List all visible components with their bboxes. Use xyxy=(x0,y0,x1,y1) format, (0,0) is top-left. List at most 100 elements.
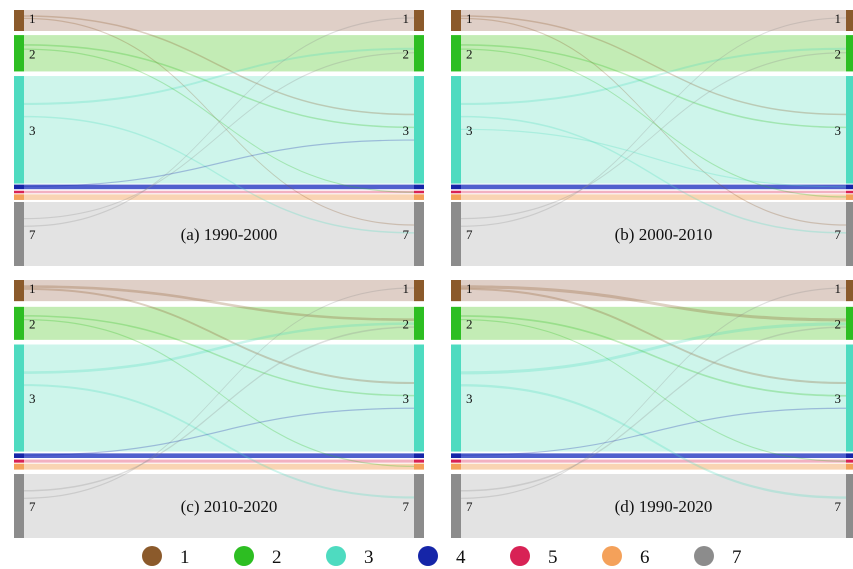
flow-band-7 xyxy=(461,202,846,266)
sankey-panel-1: 1 1 2 2 3 3 7 7 (a) 1990-2000 xyxy=(14,10,424,266)
flow-2-to-5 xyxy=(24,48,414,193)
flow-band-7 xyxy=(24,474,414,538)
node-left-5 xyxy=(451,190,461,194)
node-label-right-3: 3 xyxy=(835,123,842,138)
flow-7-to-2 xyxy=(461,52,846,220)
flow-3-to-7 xyxy=(461,384,846,499)
node-right-3 xyxy=(414,76,424,184)
flow-band-2 xyxy=(461,35,846,72)
sankey-panel-2: 1 1 2 2 3 3 7 7 (b) 2000-2010 xyxy=(451,10,853,266)
flow-band-4 xyxy=(24,453,414,459)
flow-band-3 xyxy=(24,76,414,184)
node-label-right-7: 7 xyxy=(835,499,842,514)
flow-band-5 xyxy=(461,190,846,194)
node-right-7 xyxy=(414,474,424,538)
legend-swatch-1 xyxy=(142,546,162,566)
node-label-right-2: 2 xyxy=(403,46,410,61)
node-left-1 xyxy=(451,280,461,302)
panel-caption: (b) 2000-2010 xyxy=(615,225,713,244)
node-left-3 xyxy=(14,344,24,452)
flow-2-to-3 xyxy=(24,44,414,129)
flow-band-6 xyxy=(461,194,846,200)
legend-swatch-2 xyxy=(234,546,254,566)
node-right-7 xyxy=(846,474,853,538)
node-label-left-1: 1 xyxy=(466,11,473,26)
node-right-4 xyxy=(846,453,853,459)
node-label-left-3: 3 xyxy=(466,123,473,138)
legend-label-6: 6 xyxy=(640,547,650,568)
flow-3-to-4 xyxy=(461,128,846,188)
node-label-left-7: 7 xyxy=(29,227,36,242)
flow-7-to-1 xyxy=(461,287,846,499)
node-label-left-2: 2 xyxy=(466,46,473,61)
flow-band-1 xyxy=(461,280,846,302)
node-left-7 xyxy=(451,202,461,266)
node-left-4 xyxy=(451,453,461,459)
node-label-left-3: 3 xyxy=(29,123,36,138)
node-right-5 xyxy=(414,459,424,463)
node-left-1 xyxy=(451,10,461,31)
node-right-6 xyxy=(846,194,853,200)
flow-band-4 xyxy=(461,453,846,459)
flow-7-to-1 xyxy=(24,287,414,499)
legend-label-7: 7 xyxy=(732,547,742,568)
node-right-1 xyxy=(414,280,424,302)
node-left-4 xyxy=(14,184,24,190)
node-right-2 xyxy=(846,35,853,72)
node-right-7 xyxy=(846,202,853,266)
node-label-right-2: 2 xyxy=(835,316,842,331)
node-label-left-2: 2 xyxy=(466,316,473,331)
node-right-5 xyxy=(414,190,424,194)
node-left-4 xyxy=(451,184,461,190)
legend-label-4: 4 xyxy=(456,547,466,568)
flow-band-2 xyxy=(461,306,846,340)
flow-3-to-7 xyxy=(24,384,414,499)
node-label-left-7: 7 xyxy=(29,499,36,514)
flow-band-6 xyxy=(24,194,414,200)
node-left-3 xyxy=(451,344,461,452)
flow-band-1 xyxy=(461,10,846,31)
node-label-right-1: 1 xyxy=(403,281,410,296)
flow-3-to-2 xyxy=(24,322,414,374)
node-right-4 xyxy=(414,184,424,190)
node-left-1 xyxy=(14,10,24,31)
node-right-1 xyxy=(846,280,853,302)
node-label-right-7: 7 xyxy=(403,499,410,514)
node-left-6 xyxy=(451,194,461,200)
flow-1-to-2 xyxy=(24,285,414,321)
flow-band-1 xyxy=(24,280,414,302)
node-right-4 xyxy=(846,184,853,190)
flow-band-6 xyxy=(461,463,846,470)
node-label-right-2: 2 xyxy=(835,46,842,61)
flow-1-to-2 xyxy=(461,285,846,322)
node-right-6 xyxy=(846,463,853,470)
sankey-panel-4: 1 1 2 2 3 3 7 7 (d) 1990-2020 xyxy=(451,280,853,538)
node-right-3 xyxy=(846,76,853,184)
node-right-2 xyxy=(414,306,424,340)
legend-label-3: 3 xyxy=(364,547,374,568)
legend-swatch-3 xyxy=(326,546,346,566)
panel-caption: (d) 1990-2020 xyxy=(615,497,713,516)
node-right-2 xyxy=(846,306,853,340)
flow-band-2 xyxy=(24,35,414,72)
node-right-3 xyxy=(846,344,853,452)
sankey-panel-3: 1 1 2 2 3 3 7 7 (c) 2010-2020 xyxy=(14,280,424,538)
panel-caption: (a) 1990-2000 xyxy=(181,225,278,244)
node-left-7 xyxy=(451,474,461,538)
flow-1-to-3 xyxy=(24,287,414,385)
node-left-6 xyxy=(14,194,24,200)
flow-1-to-3 xyxy=(461,287,846,385)
flow-2-to-3 xyxy=(461,44,846,129)
node-label-right-1: 1 xyxy=(835,11,842,26)
node-label-left-1: 1 xyxy=(29,281,36,296)
flow-1-to-7 xyxy=(24,17,414,226)
node-label-left-7: 7 xyxy=(466,227,473,242)
node-left-1 xyxy=(14,280,24,302)
flow-band-4 xyxy=(24,184,414,190)
flow-band-6 xyxy=(24,463,414,470)
node-left-6 xyxy=(451,463,461,470)
node-right-6 xyxy=(414,463,424,470)
flow-band-4 xyxy=(461,184,846,190)
node-label-right-1: 1 xyxy=(403,11,410,26)
node-right-5 xyxy=(846,459,853,463)
